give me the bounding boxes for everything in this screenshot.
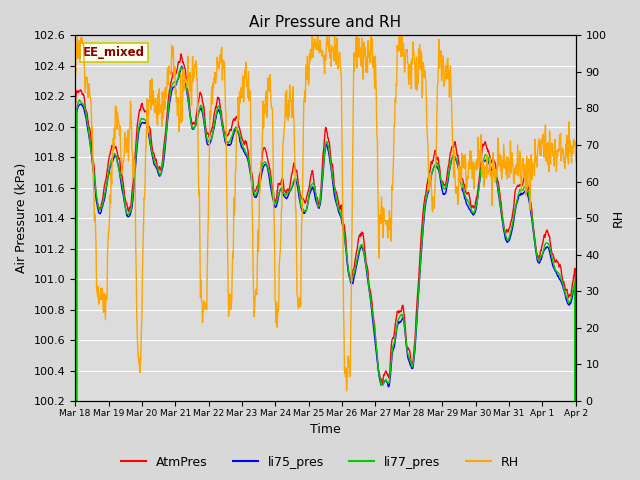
X-axis label: Time: Time — [310, 423, 341, 436]
Y-axis label: RH: RH — [612, 209, 625, 227]
Title: Air Pressure and RH: Air Pressure and RH — [250, 15, 401, 30]
Text: EE_mixed: EE_mixed — [83, 46, 145, 60]
Legend: AtmPres, li75_pres, li77_pres, RH: AtmPres, li75_pres, li77_pres, RH — [116, 451, 524, 474]
Y-axis label: Air Pressure (kPa): Air Pressure (kPa) — [15, 163, 28, 273]
